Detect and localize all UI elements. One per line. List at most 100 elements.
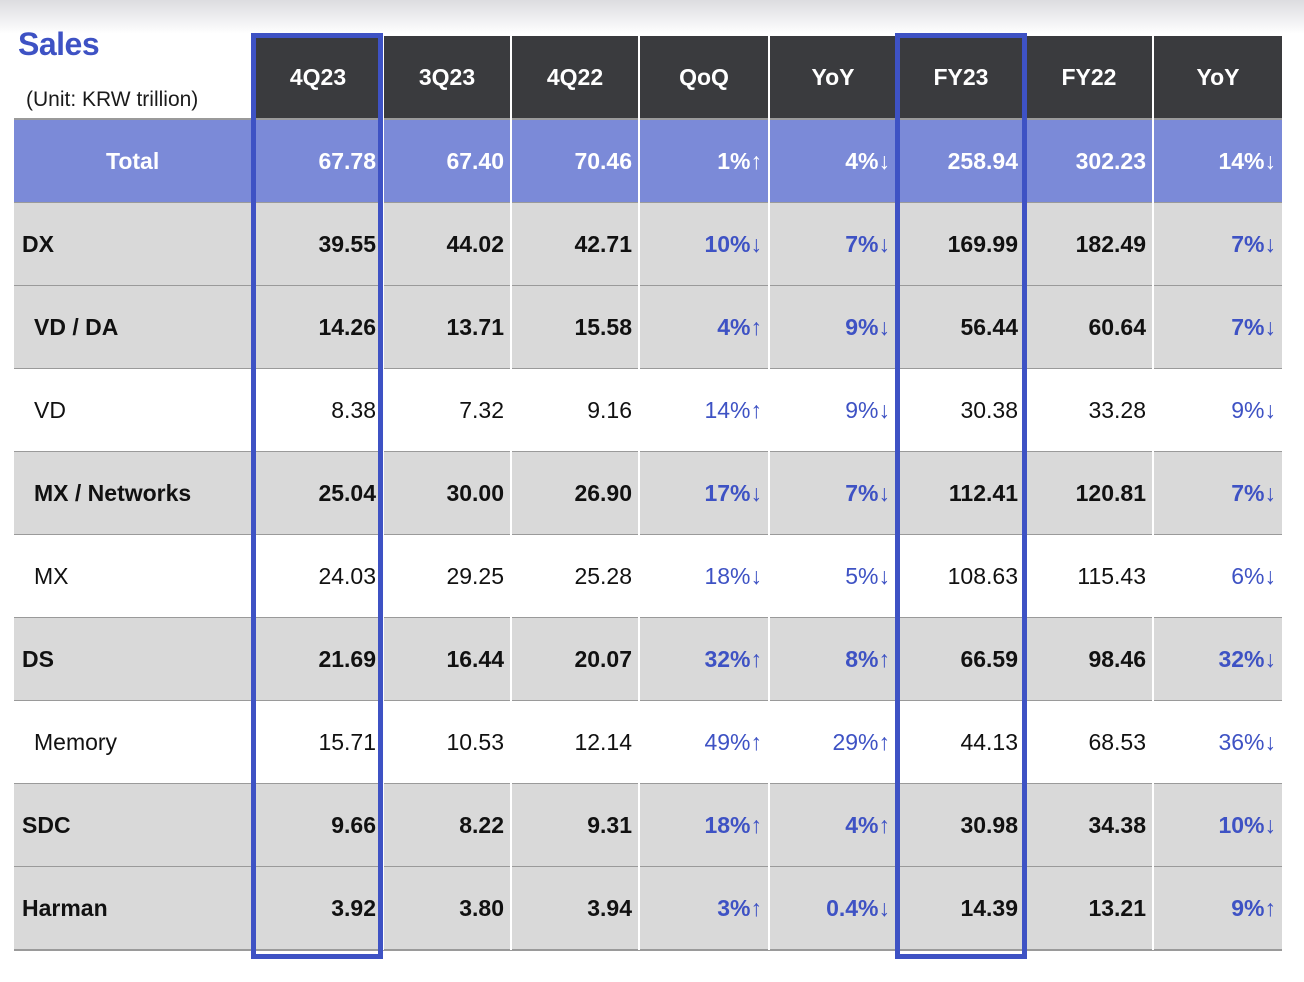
table-cell: 7%↓ bbox=[845, 479, 890, 506]
table-cell: 18%↑ bbox=[704, 811, 762, 838]
table-cell: 8%↑ bbox=[845, 645, 890, 672]
table-cell: 7.32 bbox=[459, 396, 504, 423]
row-label: MX / Networks bbox=[34, 479, 192, 506]
column-header-yoy: YoY bbox=[770, 36, 896, 118]
column-header-3q23: 3Q23 bbox=[384, 36, 510, 118]
table-row-mx-networks: MX / Networks 25.04 30.00 26.90 17%↓ 7%↓ 112.4… bbox=[14, 452, 1282, 534]
table-row-harman: Harman 3.92 3.80 3.94 3%↑ 0.4%↓ 14.39 13.21 9%↑ bbox=[14, 867, 1282, 949]
table-cell: 0.4%↓ bbox=[826, 894, 890, 921]
table-cell: 30.38 bbox=[960, 396, 1018, 423]
row-label: MX bbox=[34, 562, 69, 589]
table-cell: 15.58 bbox=[574, 313, 632, 340]
table-cell: 10%↓ bbox=[704, 230, 762, 257]
table-row-mx: MX 24.03 29.25 25.28 18%↓ 5%↓ 108.63 115.43 6%↓ bbox=[14, 535, 1282, 617]
table-cell: 8.38 bbox=[331, 396, 376, 423]
table-cell: 3.94 bbox=[587, 894, 632, 921]
table-row-dx: DX 39.55 44.02 42.71 10%↓ 7%↓ 169.99 182.49 7%↓ bbox=[14, 203, 1282, 285]
table-cell: 16.44 bbox=[446, 645, 504, 672]
row-label: Total bbox=[106, 147, 160, 174]
row-label: DS bbox=[22, 645, 54, 672]
table-cell: 9%↓ bbox=[845, 313, 890, 340]
header-divider bbox=[14, 118, 1282, 120]
table-cell: 12.14 bbox=[574, 728, 632, 755]
table-cell: 56.44 bbox=[960, 313, 1018, 340]
column-header-qoq: QoQ bbox=[640, 36, 768, 118]
table-cell: 33.28 bbox=[1088, 396, 1146, 423]
table-cell: 14.39 bbox=[960, 894, 1018, 921]
column-divider bbox=[1152, 36, 1154, 950]
column-header-4q22: 4Q22 bbox=[512, 36, 638, 118]
table-cell: 10%↓ bbox=[1218, 811, 1276, 838]
table-row-vd: VD 8.38 7.32 9.16 14%↑ 9%↓ 30.38 33.28 9%↓ bbox=[14, 369, 1282, 451]
column-header-4q23: 4Q23 bbox=[254, 36, 382, 118]
table-cell: 120.81 bbox=[1075, 479, 1146, 506]
table-cell: 9.31 bbox=[587, 811, 632, 838]
table-cell: 9%↓ bbox=[845, 396, 890, 423]
table-cell: 7%↓ bbox=[845, 230, 890, 257]
table-cell: 42.71 bbox=[574, 230, 632, 257]
table-cell: 3%↑ bbox=[717, 894, 762, 921]
table-cell: 67.78 bbox=[318, 147, 376, 174]
table-row-sdc: SDC 9.66 8.22 9.31 18%↑ 4%↑ 30.98 34.38 10%↓ bbox=[14, 784, 1282, 866]
table-cell: 66.59 bbox=[960, 645, 1018, 672]
highlight-box-4q23 bbox=[251, 33, 383, 959]
table-cell: 39.55 bbox=[318, 230, 376, 257]
table-cell: 13.21 bbox=[1088, 894, 1146, 921]
table-cell: 30.98 bbox=[960, 811, 1018, 838]
table-cell: 8.22 bbox=[459, 811, 504, 838]
row-label: VD / DA bbox=[34, 313, 119, 340]
table-cell: 302.23 bbox=[1075, 147, 1146, 174]
table-cell: 30.00 bbox=[446, 479, 504, 506]
table-cell: 3.80 bbox=[459, 894, 504, 921]
table-cell: 9.16 bbox=[587, 396, 632, 423]
row-label: VD bbox=[34, 396, 66, 423]
table-cell: 14.26 bbox=[318, 313, 376, 340]
table-cell: 15.71 bbox=[318, 728, 376, 755]
table-cell: 6%↓ bbox=[1231, 562, 1276, 589]
table-cell: 32%↑ bbox=[704, 645, 762, 672]
table-cell: 3.92 bbox=[331, 894, 376, 921]
table-cell: 49%↑ bbox=[704, 728, 762, 755]
table-cell: 32%↓ bbox=[1218, 645, 1276, 672]
table-cell: 4%↑ bbox=[845, 811, 890, 838]
table-cell: 9%↑ bbox=[1231, 894, 1276, 921]
table-title: Sales bbox=[18, 26, 100, 62]
table-cell: 258.94 bbox=[947, 147, 1018, 174]
table-cell: 4%↑ bbox=[717, 313, 762, 340]
table-cell: 14%↑ bbox=[704, 396, 762, 423]
table-cell: 7%↓ bbox=[1231, 313, 1276, 340]
row-label: Harman bbox=[22, 894, 108, 921]
table-cell: 9%↓ bbox=[1231, 396, 1276, 423]
table-cell: 108.63 bbox=[947, 562, 1018, 589]
table-cell: 36%↓ bbox=[1218, 728, 1276, 755]
table-cell: 29%↑ bbox=[832, 728, 890, 755]
table-cell: 44.13 bbox=[960, 728, 1018, 755]
table-row-total: Total 67.78 67.40 70.46 1%↑ 4%↓ 258.94 302.23 14… bbox=[14, 120, 1282, 202]
table-cell: 7%↓ bbox=[1231, 230, 1276, 257]
table-row-vd-da: VD / DA 14.26 13.71 15.58 4%↑ 9%↓ 56.44 60.64 7%… bbox=[14, 286, 1282, 368]
column-divider bbox=[768, 36, 770, 950]
table-cell: 25.28 bbox=[574, 562, 632, 589]
table-row-ds: DS 21.69 16.44 20.07 32%↑ 8%↑ 66.59 98.46 32%↓ bbox=[14, 618, 1282, 700]
table-cell: 20.07 bbox=[574, 645, 632, 672]
top-shade bbox=[0, 0, 1304, 34]
table-cell: 4%↓ bbox=[845, 147, 890, 174]
table-cell: 70.46 bbox=[574, 147, 632, 174]
unit-label: (Unit: KRW trillion) bbox=[26, 88, 199, 111]
table-cell: 182.49 bbox=[1075, 230, 1146, 257]
table-cell: 21.69 bbox=[318, 645, 376, 672]
row-divider bbox=[14, 949, 1282, 951]
table-cell: 1%↑ bbox=[717, 147, 762, 174]
table-cell: 29.25 bbox=[446, 562, 504, 589]
table-cell: 26.90 bbox=[574, 479, 632, 506]
highlight-box-fy23 bbox=[895, 33, 1027, 959]
row-label: Memory bbox=[34, 728, 118, 755]
column-divider bbox=[638, 36, 640, 950]
table-cell: 98.46 bbox=[1088, 645, 1146, 672]
table-cell: 13.71 bbox=[446, 313, 504, 340]
table-cell: 34.38 bbox=[1088, 811, 1146, 838]
table-cell: 115.43 bbox=[1077, 562, 1146, 589]
table-cell: 44.02 bbox=[446, 230, 504, 257]
row-label: SDC bbox=[22, 811, 71, 838]
table-row-memory: Memory 15.71 10.53 12.14 49%↑ 29%↑ 44.13 68.53 3… bbox=[14, 701, 1282, 783]
